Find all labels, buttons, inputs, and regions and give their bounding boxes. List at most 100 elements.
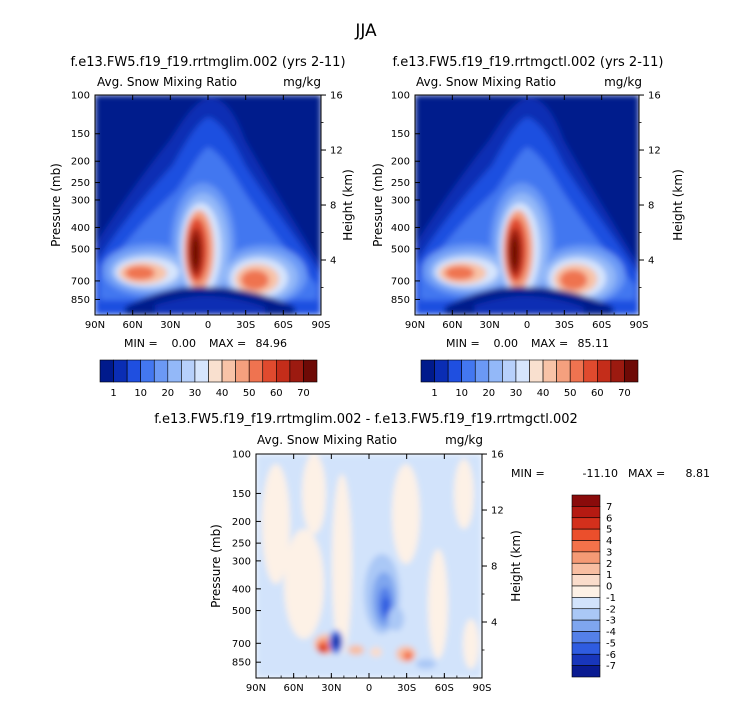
y-tick-label: 850 (391, 295, 410, 306)
colorbar-swatch (208, 359, 223, 383)
x-tick-label: 30S (555, 320, 574, 331)
colorbar-swatch (140, 359, 155, 383)
colorbar-label: 2 (606, 559, 612, 570)
figure-title: JJA (354, 21, 377, 41)
y-tick-label: 400 (391, 223, 410, 234)
colorbar-label: 50 (564, 388, 577, 399)
y-tick-label: 500 (232, 606, 251, 617)
x-tick-label: 60S (592, 320, 611, 331)
colorbar-swatch (126, 359, 141, 383)
x-tick-label: 60N (442, 320, 462, 331)
panel-b-max-value: 85.11 (578, 337, 610, 350)
colorbar-label: -3 (606, 616, 616, 627)
y-tick-label: 200 (391, 157, 410, 168)
panel-b-variable: Avg. Snow Mixing Ratio (416, 75, 556, 89)
colorbar-label: 60 (591, 388, 604, 399)
y-tick-label: 100 (71, 91, 90, 102)
colorbar-label: 1 (110, 388, 116, 399)
colorbar-swatch (529, 359, 544, 383)
x-tick-label: 60N (284, 683, 304, 694)
panel-c-ylabel: Pressure (mb) (209, 524, 223, 608)
colorbar-swatch (221, 359, 236, 383)
colorbar-swatch (583, 359, 598, 383)
colorbar-swatch (515, 359, 530, 383)
y-tick-label: 300 (391, 195, 410, 206)
y-right-tick-label: 8 (491, 562, 497, 573)
colorbar-swatch (488, 359, 503, 383)
x-tick-label: 90N (405, 320, 425, 331)
colorbar-swatch (303, 359, 318, 383)
panel-c-max-label: MAX = (628, 467, 665, 480)
panel-c-min-label: MIN = (511, 467, 545, 480)
y-right-tick-label: 12 (491, 506, 504, 517)
colorbar-swatch (624, 359, 639, 383)
x-tick-label: 30N (480, 320, 500, 331)
colorbar-swatch (113, 359, 128, 383)
colorbar-label: 4 (606, 536, 612, 547)
panel-a-field (95, 95, 321, 315)
y-tick-label: 150 (391, 129, 410, 140)
x-tick-label: 90N (246, 683, 266, 694)
y-tick-label: 400 (232, 584, 251, 595)
colorbar-label: 1 (431, 388, 437, 399)
y-tick-label: 150 (232, 489, 251, 500)
colorbar-label: 30 (189, 388, 202, 399)
panel-b-ylabel: Pressure (mb) (371, 163, 385, 247)
colorbar-swatch (571, 517, 601, 530)
y-tick-label: 200 (232, 517, 251, 528)
colorbar-swatch (571, 653, 601, 666)
colorbar-swatch (571, 619, 601, 632)
panel-a-min-label: MIN = (124, 337, 158, 350)
colorbar-label: -4 (606, 627, 616, 638)
panel-a-max-value: 84.96 (256, 337, 288, 350)
y-tick-label: 500 (391, 244, 410, 255)
panel-b-min-value: 0.00 (494, 337, 519, 350)
colorbar-swatch (571, 528, 601, 541)
panel-b-max-label: MAX = (531, 337, 568, 350)
y-right-tick-label: 4 (491, 618, 497, 629)
x-tick-label: 30S (236, 320, 255, 331)
x-tick-label: 30N (321, 683, 341, 694)
y-right-tick-label: 12 (648, 146, 661, 157)
y-tick-label: 300 (232, 556, 251, 567)
colorbar-label: -1 (606, 593, 616, 604)
panel-a-units: mg/kg (283, 75, 321, 89)
panel-a-colorbar: 1 10 20 30 40 50 60 70 (99, 359, 318, 399)
panel-c-ylabel-right: Height (km) (509, 530, 523, 601)
panel-b-field (415, 95, 639, 315)
y-tick-label: 200 (71, 157, 90, 168)
panel-b-colorbar: 1 10 20 30 40 50 60 70 (420, 359, 639, 399)
colorbar-swatch (262, 359, 277, 383)
colorbar-swatch (153, 359, 169, 383)
colorbar-swatch (571, 551, 601, 564)
x-tick-label: 60S (435, 683, 454, 694)
colorbar-swatch (447, 359, 462, 383)
colorbar-label: 7 (606, 502, 612, 513)
x-tick-label: 60N (123, 320, 143, 331)
y-right-tick-label: 8 (648, 201, 654, 212)
x-tick-label: 30S (397, 683, 416, 694)
colorbar-swatch (571, 562, 601, 575)
y-tick-label: 850 (232, 658, 251, 669)
colorbar-swatch (461, 359, 476, 383)
colorbar-swatch (571, 642, 601, 655)
panel-a-axes: 90N 60N 30N 0 30S 60S 90S 100 150 200 250 300 400 500… (71, 91, 343, 332)
x-tick-label: 0 (366, 683, 372, 694)
colorbar-label: 70 (618, 388, 631, 399)
colorbar-swatch (474, 359, 490, 383)
colorbar-swatch (597, 359, 612, 383)
y-tick-label: 700 (232, 639, 251, 650)
panel-b-min-label: MIN = (446, 337, 480, 350)
x-tick-label: 30N (160, 320, 180, 331)
panel-c-title: f.e13.FW5.f19_f19.rrtmglim.002 - f.e13.F… (154, 412, 578, 427)
y-tick-label: 150 (71, 129, 90, 140)
colorbar-swatch (571, 597, 601, 610)
y-tick-label: 500 (71, 244, 90, 255)
colorbar-label: 70 (297, 388, 310, 399)
colorbar-label: 3 (606, 547, 612, 558)
panel-c-max-value: 8.81 (686, 467, 711, 480)
colorbar-swatch (556, 359, 571, 383)
colorbar-swatch (194, 359, 209, 383)
